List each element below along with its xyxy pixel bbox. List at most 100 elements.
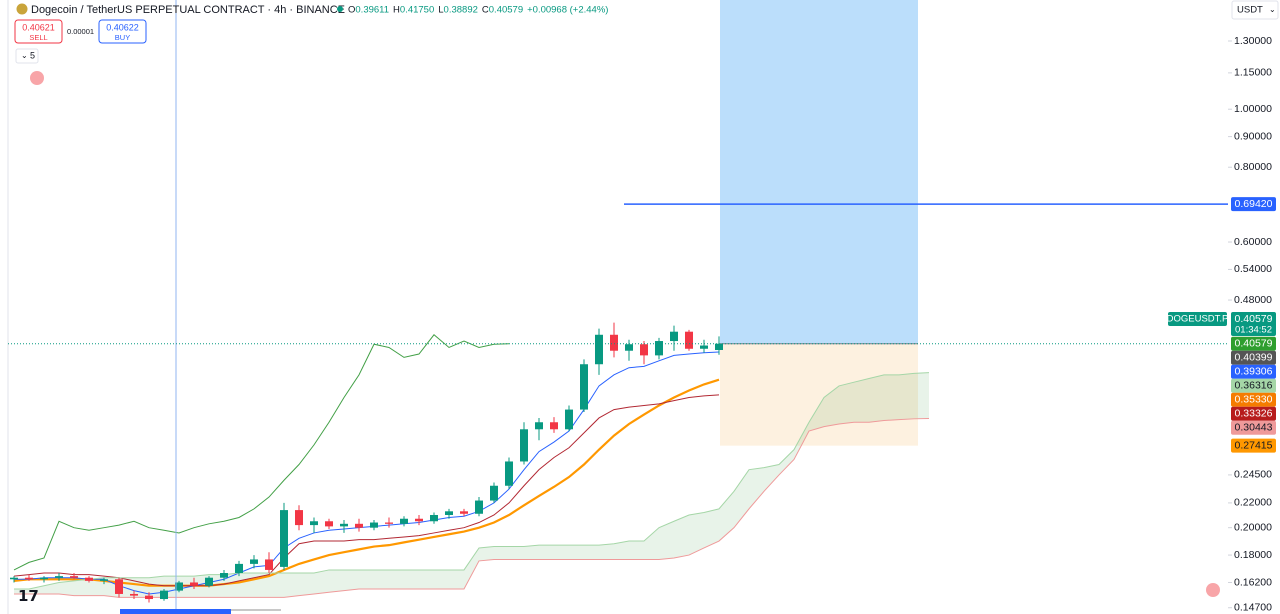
collapse-button[interactable] — [15, 48, 39, 64]
candle-body — [685, 331, 693, 349]
time-range — [231, 609, 281, 611]
y-tick-label: 0.16200 — [1234, 576, 1272, 588]
candle-body — [610, 334, 618, 351]
plot-area — [10, 0, 930, 603]
candle-body — [265, 559, 273, 570]
legend-value: 0.38892 — [444, 5, 478, 16]
candle-body — [160, 590, 168, 600]
candle-body — [535, 422, 543, 430]
indicator-line — [13, 334, 510, 571]
candle-body — [115, 579, 123, 594]
symbol-name: DOGEUSDT.P — [1167, 314, 1229, 325]
y-tick-label: 0.24500 — [1234, 469, 1272, 481]
buy-label: BUY — [115, 33, 130, 42]
time-highlight — [120, 609, 231, 614]
sell-price: 0.40621 — [22, 22, 55, 32]
candle-body — [175, 582, 183, 591]
candle-body — [10, 577, 18, 580]
sell-label: SELL — [29, 33, 47, 42]
candle-body — [205, 577, 213, 586]
sell-button[interactable] — [14, 19, 63, 44]
candle-body — [490, 485, 498, 501]
price-tag-label: 0.33326 — [1235, 408, 1273, 420]
position-target-zone — [720, 0, 918, 344]
y-tick-label: 0.90000 — [1234, 130, 1272, 142]
candle-body — [220, 573, 228, 578]
price-tag — [1231, 406, 1276, 421]
candle-body — [385, 522, 393, 524]
coin-icon — [16, 3, 28, 15]
currency: USDT — [1237, 5, 1263, 16]
hline-label: 0.69420 — [1235, 198, 1273, 210]
candle-body — [355, 523, 363, 528]
y-tick-label: 1.15000 — [1234, 67, 1272, 79]
indicator-line — [14, 372, 930, 590]
position-stop-zone — [720, 343, 918, 446]
y-tick-label: 0.22000 — [1234, 497, 1272, 509]
symbol-title: Dogecoin / TetherUS PERPETUAL CONTRACT ·… — [31, 4, 345, 16]
price-tag — [1231, 364, 1276, 379]
price-label: 0.40579 — [1235, 313, 1273, 325]
candle-body — [460, 511, 468, 514]
dropdown-icon: ⌄ — [1269, 5, 1276, 14]
legend-key: C — [482, 5, 489, 16]
candle-body — [55, 576, 63, 578]
symbol-tag — [1168, 312, 1227, 326]
marker-dot — [1206, 583, 1220, 597]
marker-dot — [30, 71, 44, 85]
price-tag — [1231, 378, 1276, 393]
price-tag — [1231, 392, 1276, 407]
candle-body — [550, 422, 558, 430]
candle-body — [415, 518, 423, 522]
indicator-line — [14, 351, 720, 595]
candle-body — [670, 331, 678, 342]
price-tag-label: 0.39306 — [1235, 366, 1273, 378]
price-tag — [1231, 336, 1276, 351]
countdown: 01:34:52 — [1235, 325, 1272, 336]
candle-body — [400, 518, 408, 524]
candle-body — [565, 409, 573, 430]
legend-key: O — [348, 5, 355, 16]
candle-body — [580, 364, 588, 410]
candle-body — [430, 514, 438, 522]
candle-body — [475, 500, 483, 514]
currency-dropdown[interactable] — [1231, 0, 1279, 20]
price-tag-label: 0.40579 — [1235, 338, 1273, 350]
legend-key: H — [393, 5, 400, 16]
candle-body — [235, 563, 243, 574]
y-tick-label: 0.80000 — [1234, 161, 1272, 173]
candle-body — [25, 577, 33, 580]
y-tick-label: 1.00000 — [1234, 103, 1272, 115]
candle-body — [70, 576, 78, 578]
candle-body — [280, 510, 288, 567]
candle-body — [505, 461, 513, 486]
price-tag-label: 0.30443 — [1235, 422, 1273, 434]
price-tag — [1231, 350, 1276, 365]
y-tick-label: 0.54000 — [1234, 263, 1272, 275]
candle-body — [655, 341, 663, 356]
buy-button[interactable] — [98, 19, 147, 44]
indicator-line — [13, 378, 720, 587]
y-tick-label: 0.14700 — [1234, 602, 1272, 614]
legend-value: +0.00968 (+2.44%) — [527, 5, 608, 16]
candle-body — [100, 579, 108, 581]
tv-logo: 𝟭𝟳 — [18, 588, 39, 605]
legend-value: 0.41750 — [400, 5, 434, 16]
candle-body — [310, 521, 318, 526]
price-tag — [1231, 438, 1276, 453]
candle-body — [340, 523, 348, 527]
candle-body — [715, 343, 723, 350]
price-tag-label: 0.35330 — [1235, 394, 1273, 406]
y-tick-label: 0.18000 — [1234, 549, 1272, 561]
candle-body — [595, 334, 603, 365]
candle-body — [295, 510, 303, 526]
y-tick-label: 0.48000 — [1234, 294, 1272, 306]
collapse-count: 5 — [30, 50, 35, 60]
candle-body — [190, 582, 198, 586]
y-tick-label: 0.60000 — [1234, 236, 1272, 248]
candle-body — [325, 521, 333, 527]
spread: 0.00001 — [67, 27, 94, 36]
candle-body — [85, 577, 93, 581]
candle-body — [250, 559, 258, 564]
